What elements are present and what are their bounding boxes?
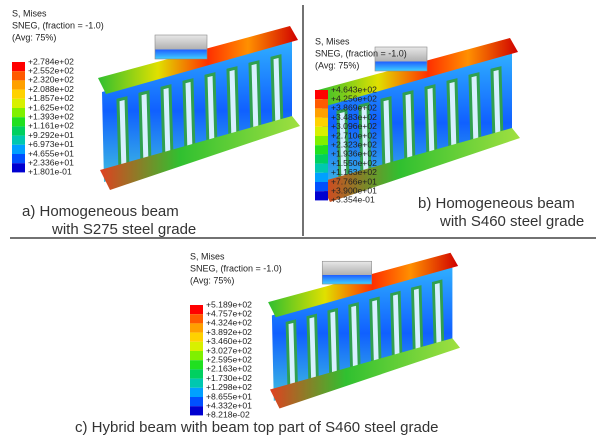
legend-swatch — [315, 173, 328, 182]
legend-swatch — [315, 164, 328, 173]
legend-header: S, Mises — [190, 251, 225, 261]
legend-swatch — [315, 145, 328, 154]
legend-swatch — [12, 136, 25, 145]
legend-swatch — [315, 118, 328, 127]
legend-swatch — [190, 406, 203, 415]
legend-swatch — [190, 369, 203, 378]
legend-header: SNEG, (fraction = -1.0) — [315, 48, 407, 58]
legend-swatch — [315, 154, 328, 163]
legend-swatch — [190, 388, 203, 397]
legend-header: S, Mises — [12, 8, 47, 18]
legend-swatch — [315, 182, 328, 191]
legend-swatch — [190, 397, 203, 406]
legend-swatch — [12, 154, 25, 163]
legend-swatch — [315, 99, 328, 108]
legend-swatch — [190, 323, 203, 332]
legend-swatch — [190, 314, 203, 323]
legend-swatch — [315, 108, 328, 117]
legend-swatch — [190, 351, 203, 360]
legend-label: +3.354e-01 — [331, 195, 375, 205]
legend-swatch — [12, 108, 25, 117]
caption: a) Homogeneous beam — [22, 203, 179, 220]
legend-swatch — [12, 62, 25, 71]
legend-swatch — [12, 117, 25, 126]
caption: c) Hybrid beam with beam top part of S46… — [75, 419, 439, 436]
legend-header: SNEG, (fraction = -1.0) — [190, 263, 282, 273]
legend-swatch — [190, 342, 203, 351]
legend-swatch — [12, 80, 25, 89]
caption: with S460 steel grade — [439, 213, 584, 230]
legend-swatch — [12, 90, 25, 99]
legend-label: +1.801e-01 — [28, 167, 72, 177]
figure: a) Homogeneous beam with S275 steel grad… — [0, 0, 603, 439]
legend-swatch — [315, 127, 328, 136]
legend-swatch — [315, 191, 328, 200]
legend-header: (Avg: 75%) — [315, 60, 359, 70]
legend-swatch — [315, 136, 328, 145]
legend-swatch — [190, 333, 203, 342]
page: {"panels": [ {"legend": {"title": "S, Mi… — [0, 0, 603, 439]
legend-swatch — [12, 71, 25, 80]
legend-header: S, Mises — [315, 36, 350, 46]
legend-swatch — [190, 305, 203, 314]
legend-swatch — [190, 379, 203, 388]
legend-header: SNEG, (fraction = -1.0) — [12, 20, 104, 30]
legend-swatch — [190, 360, 203, 369]
legend-swatch — [12, 163, 25, 172]
beam-contour-c — [268, 253, 460, 409]
legend-header: (Avg: 75%) — [12, 32, 56, 42]
beam-contour-a — [98, 26, 300, 190]
legend-swatch — [12, 99, 25, 108]
caption: with S275 steel grade — [51, 221, 196, 238]
legend-swatch — [12, 145, 25, 154]
caption: b) Homogeneous beam — [418, 195, 575, 212]
legend-swatch — [12, 126, 25, 135]
legend-swatch — [315, 90, 328, 99]
legend-label: +8.218e-02 — [206, 410, 250, 420]
legend-header: (Avg: 75%) — [190, 275, 234, 285]
